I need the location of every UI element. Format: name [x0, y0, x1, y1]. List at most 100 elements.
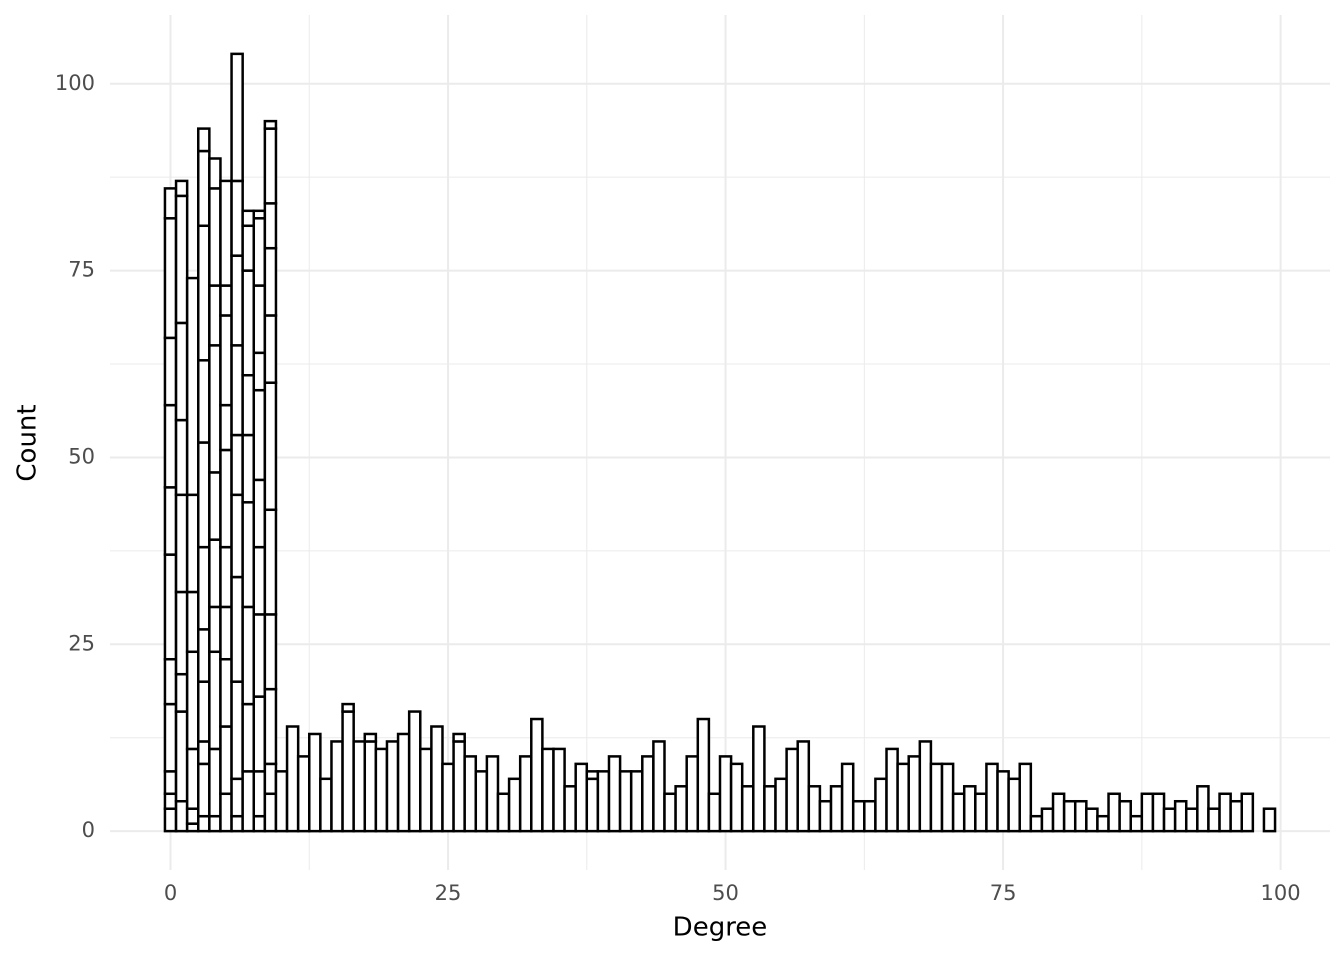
histogram-bar [241, 269, 256, 377]
histogram-bar [1196, 785, 1210, 833]
histogram-bar [252, 284, 267, 355]
histogram-bar [1096, 814, 1110, 833]
histogram-bar [219, 605, 233, 661]
histogram-bar [263, 381, 278, 512]
histogram-bar [263, 613, 278, 691]
histogram-bar [197, 224, 211, 362]
histogram-bar [541, 747, 555, 833]
histogram-bar [330, 740, 344, 833]
histogram-bar [1062, 799, 1077, 833]
histogram-bar [197, 680, 211, 743]
histogram-bar [252, 545, 267, 616]
histogram-bar [197, 545, 211, 631]
histogram-bar [241, 770, 256, 833]
histogram-bar [774, 777, 788, 833]
histogram-bar [185, 807, 200, 825]
x-tick-label: 75 [990, 881, 1017, 905]
histogram-bar [874, 777, 888, 833]
histogram-bar [430, 725, 444, 833]
histogram-bar [208, 284, 222, 347]
histogram-bar [1073, 799, 1088, 833]
histogram-bar [252, 209, 267, 220]
histogram-bar [219, 657, 233, 728]
histogram-bar [552, 747, 566, 833]
histogram-bar [996, 770, 1010, 833]
histogram-bar [163, 553, 178, 661]
histogram-bar [596, 770, 611, 833]
histogram-bar [951, 792, 966, 833]
y-tick-label: 50 [68, 444, 95, 468]
histogram-bar [629, 770, 644, 833]
histogram-bar [274, 770, 289, 833]
histogram-bar [763, 785, 777, 833]
histogram-bar [929, 762, 944, 833]
histogram-bar [319, 777, 333, 833]
histogram-bar [185, 590, 200, 654]
histogram-bar [1184, 807, 1199, 833]
histogram-bar [163, 792, 178, 810]
histogram-bar [185, 747, 200, 810]
histogram-bar [563, 785, 577, 833]
histogram-bar [241, 224, 256, 272]
histogram-bar [729, 762, 744, 833]
histogram-bar [341, 702, 355, 713]
histogram-bar [219, 179, 233, 287]
histogram-bar [1162, 807, 1177, 833]
histogram-bar [230, 179, 244, 257]
histogram-bar [230, 254, 244, 347]
histogram-bar [174, 799, 189, 833]
histogram-bar [1029, 814, 1044, 833]
histogram-bar [174, 493, 189, 594]
histogram-bar [1085, 807, 1099, 833]
histogram-bar [197, 441, 211, 549]
histogram-bar [618, 770, 633, 833]
histogram-bar [163, 403, 178, 489]
histogram-bar [174, 672, 189, 713]
histogram-bar [252, 351, 267, 392]
histogram-bar [163, 336, 178, 407]
histogram-bar [1140, 792, 1155, 833]
histogram-bar [796, 740, 811, 833]
histogram-bar [363, 740, 378, 833]
histogram-bar [696, 717, 711, 833]
histogram-bar [208, 187, 222, 287]
histogram-bar [230, 814, 244, 833]
histogram-bar [263, 687, 278, 766]
histogram-bar [208, 344, 222, 474]
histogram-bar [230, 575, 244, 683]
histogram-bar [241, 433, 256, 504]
histogram-bar [308, 732, 322, 833]
histogram-bar [263, 246, 278, 317]
histogram-bar [607, 755, 622, 833]
histogram-bar [174, 194, 189, 325]
histogram-bar [163, 807, 178, 833]
histogram-bar [230, 344, 244, 437]
histogram-bar [1229, 799, 1243, 833]
histogram-bar [962, 785, 977, 833]
histogram-bar [241, 501, 256, 609]
histogram-bar [463, 755, 478, 833]
histogram-bar [407, 710, 422, 833]
histogram-bar [518, 755, 533, 833]
histogram-bar [208, 650, 222, 751]
histogram-bar [174, 179, 189, 198]
histogram-bar [219, 403, 233, 452]
histogram-bar [197, 740, 211, 766]
y-axis-title: Count [13, 404, 43, 481]
histogram-bar [352, 740, 367, 833]
histogram-bar [296, 755, 311, 833]
histogram-bar [263, 762, 278, 796]
histogram-bar [163, 217, 178, 340]
histogram-bar [230, 493, 244, 579]
histogram-bar [840, 762, 855, 833]
histogram-bar [918, 740, 933, 833]
histogram-bar [585, 770, 600, 781]
histogram-bar [163, 486, 178, 556]
histogram-bar [252, 695, 267, 773]
x-tick-label: 100 [1261, 881, 1301, 905]
histogram-bar [263, 314, 278, 384]
histogram-bar [252, 814, 267, 833]
histogram-bar [1207, 807, 1221, 833]
histogram-bar [219, 314, 233, 407]
histogram-bar [863, 799, 877, 833]
